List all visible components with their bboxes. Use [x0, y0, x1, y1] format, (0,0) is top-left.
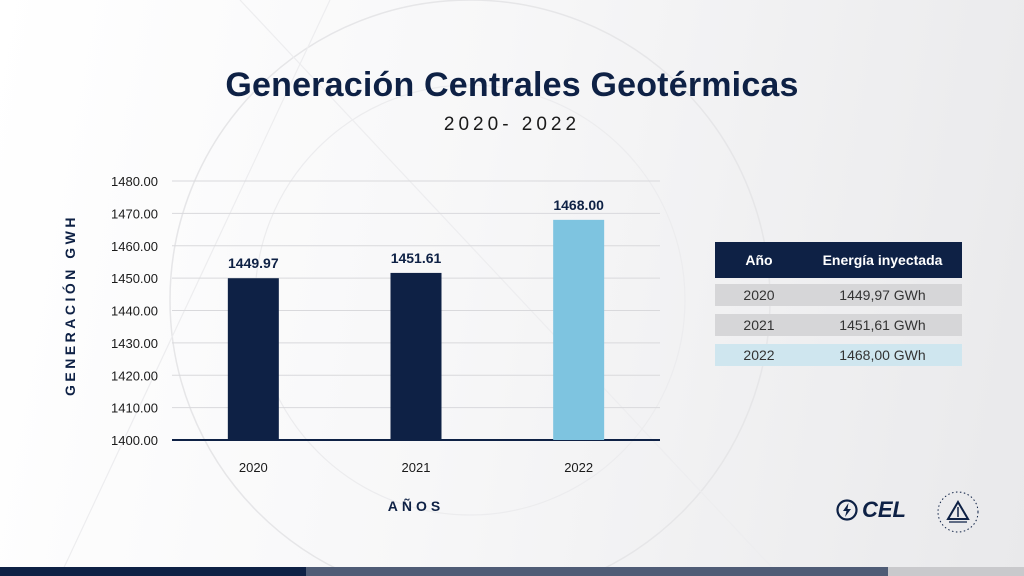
- x-tick-label: 2022: [564, 460, 593, 475]
- table-cell-year: 2022: [743, 347, 775, 363]
- data-label: 1451.61: [391, 250, 442, 266]
- table-row: 2020 1449,97 GWh: [715, 284, 962, 306]
- cel-logo: CEL: [836, 497, 906, 523]
- table-row: 2022 1468,00 GWh: [715, 344, 962, 366]
- y-tick-label: 1420.00: [111, 368, 158, 383]
- y-tick-label: 1460.00: [111, 239, 158, 254]
- y-tick-label: 1440.00: [111, 304, 158, 319]
- el-salvador-coat-of-arms-icon: [937, 491, 979, 533]
- energy-table: Año Energía inyectada 2020 1449,97 GWh 2…: [715, 242, 962, 366]
- y-axis-label: GENERACIÓN GWH: [62, 214, 78, 396]
- cel-logo-text: CEL: [862, 497, 906, 522]
- data-label: 1449.97: [228, 255, 279, 271]
- footer-bar-dark: [0, 567, 306, 576]
- table-row: 2021 1451,61 GWh: [715, 314, 962, 336]
- y-tick-label: 1480.00: [111, 174, 158, 189]
- bar: [553, 219, 605, 440]
- x-axis-label: AÑOS: [387, 498, 445, 514]
- table-cell-energy: 1449,97 GWh: [839, 287, 926, 303]
- x-tick-label: 2021: [402, 460, 431, 475]
- footer-bar-mid: [306, 567, 888, 576]
- chart-title: Generación Centrales Geotérmicas: [225, 66, 799, 104]
- x-tick-label: 2020: [239, 460, 268, 475]
- table-cell-energy: 1468,00 GWh: [839, 347, 926, 363]
- y-tick-label: 1470.00: [111, 206, 158, 221]
- table-cell-energy: 1451,61 GWh: [839, 317, 926, 333]
- y-tick-label: 1450.00: [111, 271, 158, 286]
- y-tick-label: 1400.00: [111, 433, 158, 448]
- footer-bar-light: [888, 567, 1024, 576]
- chart-subtitle: 2020- 2022: [443, 114, 581, 135]
- table-cell-year: 2020: [743, 287, 775, 303]
- table-header-year: Año: [745, 252, 773, 268]
- table-header: Año Energía inyectada: [715, 242, 962, 278]
- bars: [227, 219, 605, 440]
- lightning-bolt-icon: [836, 499, 858, 521]
- y-axis-ticks: 1400.00 1410.00 1420.00 1430.00 1440.00 1450.…: [111, 174, 158, 448]
- x-axis-ticks: 2020 2021 2022: [239, 460, 593, 475]
- bar: [227, 278, 279, 440]
- data-labels: 1449.97 1451.61 1468.00: [228, 197, 604, 271]
- data-label: 1468.00: [553, 197, 604, 213]
- table-cell-year: 2021: [743, 317, 775, 333]
- y-tick-label: 1410.00: [111, 401, 158, 416]
- y-tick-label: 1430.00: [111, 336, 158, 351]
- table-header-energy: Energía inyectada: [822, 252, 943, 268]
- bar: [390, 272, 442, 440]
